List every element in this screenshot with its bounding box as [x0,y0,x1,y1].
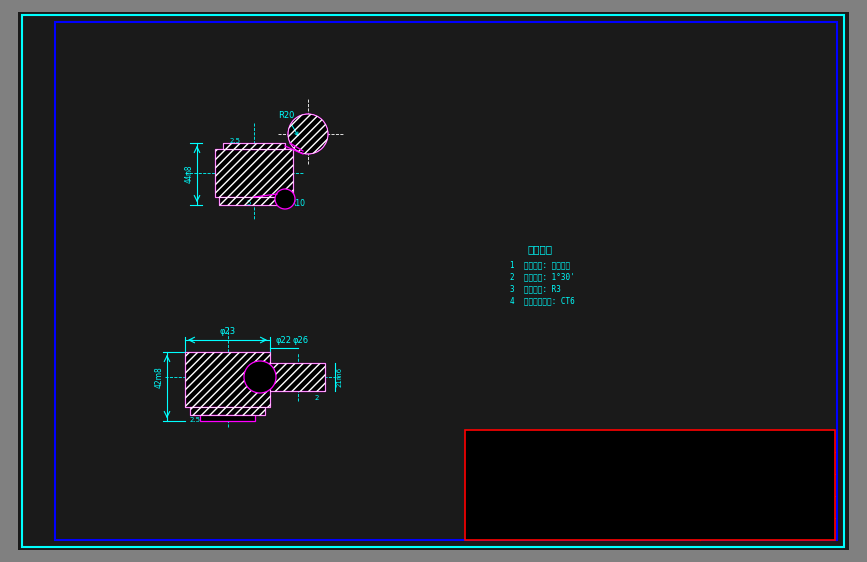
Text: 5: 5 [247,200,251,206]
Text: 臂支座毛坯: 臂支座毛坯 [755,483,780,492]
Text: 签名: 签名 [627,437,635,443]
Text: 2.5: 2.5 [230,138,241,144]
Text: 签名: 签名 [475,437,483,443]
Text: 标准化: 标准化 [509,502,521,509]
Bar [270,363,325,391]
Bar [190,407,265,415]
Bar [200,415,255,421]
Circle shape [244,361,276,393]
Text: 机械工程系: 机械工程系 [755,447,780,456]
Bar [219,197,289,205]
Text: 2  铸造斜度: 1°30': 2 铸造斜度: 1°30' [510,272,575,281]
Text: 2.5: 2.5 [190,417,201,423]
Text: 比例: 比例 [662,527,668,533]
Text: LDY-JZ031-03-02: LDY-JZ031-03-02 [733,519,802,528]
Text: 张: 张 [636,527,640,533]
Text: 年月日: 年月日 [665,437,676,443]
Text: 成绩: 成绩 [513,437,520,443]
Text: 第: 第 [650,527,655,533]
Text: 四 川 理 工 学 院: 四 川 理 工 学 院 [746,436,789,445]
Text: 审核: 审核 [475,481,484,487]
Bar [190,407,265,415]
Text: 拟制: 拟制 [475,459,484,465]
Text: 共: 共 [621,527,624,533]
Text: LDY-JZ031-03-02: LDY-JZ031-03-02 [733,505,802,514]
Text: 柴油机气门摇: 柴油机气门摇 [753,469,783,478]
Bar [185,352,270,407]
Circle shape [288,114,328,154]
Text: 2: 2 [315,395,319,401]
Circle shape [275,189,295,209]
Text: 标记数量: 标记数量 [628,503,642,509]
Text: 42m8: 42m8 [154,366,164,388]
Text: 3  铸造圆角: R3: 3 铸造圆角: R3 [510,284,561,293]
Bar [223,143,285,149]
Text: 44m8: 44m8 [185,165,193,183]
Bar [215,149,293,197]
Text: R10: R10 [290,200,305,209]
Bar [185,352,270,407]
Text: φ22: φ22 [275,336,291,345]
Text: R20: R20 [278,111,298,135]
Text: 重量: 重量 [631,527,639,533]
Bar [270,363,325,391]
Text: 批准: 批准 [511,527,519,533]
Text: 21m6: 21m6 [337,367,343,387]
Text: 4  铸造精度等级: CT6: 4 铸造精度等级: CT6 [510,296,575,305]
Bar [465,430,835,540]
Text: 1  铸造方法: 砂型铸造: 1 铸造方法: 砂型铸造 [510,260,570,269]
Text: HT200: HT200 [549,475,616,495]
Text: 工艺: 工艺 [475,527,484,533]
Text: 姓名文件: 姓名文件 [589,437,604,443]
Text: 班级: 班级 [551,437,558,443]
Bar [223,143,285,149]
Text: 技术要求: 技术要求 [527,244,552,254]
Text: 张: 张 [665,527,669,533]
Bar [219,197,289,205]
Text: φ23: φ23 [219,327,236,336]
Bar [215,149,293,197]
Text: φ26: φ26 [292,336,309,345]
